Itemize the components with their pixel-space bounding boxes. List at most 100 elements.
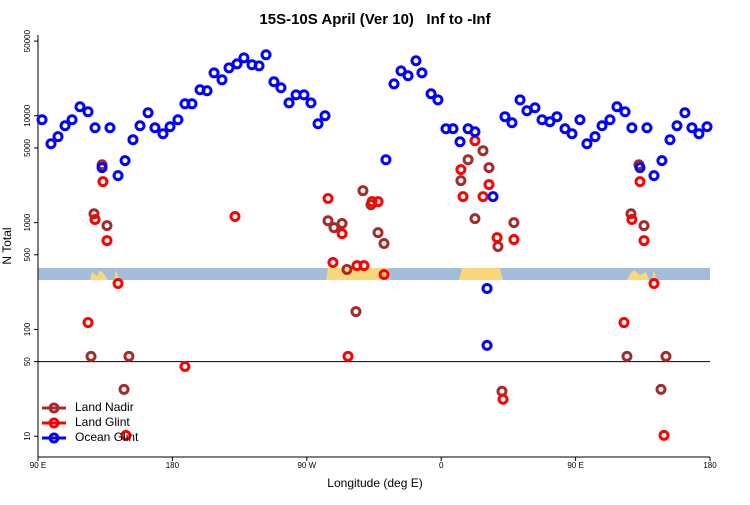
point — [679, 107, 691, 119]
point — [66, 114, 78, 126]
point — [120, 429, 132, 441]
point — [619, 106, 631, 118]
point — [469, 126, 481, 138]
point — [366, 196, 378, 208]
y-tick-label: 100 — [23, 322, 32, 336]
point — [305, 97, 317, 109]
legend-label: Land Glint — [75, 415, 130, 429]
point — [604, 114, 616, 126]
y-tick-label: 500 — [23, 248, 32, 262]
point — [506, 117, 518, 129]
point — [231, 58, 243, 70]
x-tick-label: 0 — [439, 461, 444, 470]
point — [551, 111, 563, 123]
point — [238, 52, 250, 64]
legend-swatch — [48, 402, 60, 414]
point — [481, 339, 493, 351]
point — [497, 393, 509, 405]
y-tick-label: 50000 — [23, 29, 32, 52]
y-axis-label: N Total — [0, 227, 14, 264]
point — [336, 218, 348, 230]
point — [134, 120, 146, 132]
point — [618, 317, 630, 329]
point — [529, 102, 541, 114]
point — [574, 114, 586, 126]
point — [641, 122, 653, 134]
point — [508, 217, 520, 229]
point — [164, 121, 176, 133]
point — [268, 76, 280, 88]
point — [89, 213, 101, 225]
legend-swatch — [48, 432, 60, 444]
point — [589, 131, 601, 143]
point — [312, 118, 324, 130]
point — [82, 106, 94, 118]
point — [327, 257, 339, 269]
point — [172, 114, 184, 126]
point — [388, 78, 400, 90]
point — [416, 67, 428, 79]
point — [36, 114, 48, 126]
point — [508, 234, 520, 246]
point — [104, 122, 116, 134]
point — [410, 55, 422, 67]
y-tick-label: 5000 — [23, 138, 32, 156]
point — [487, 191, 499, 203]
x-tick-label: 180 — [703, 461, 717, 470]
legend-swatch — [48, 417, 60, 429]
y-tick-label: 10000 — [23, 104, 32, 127]
legend-label: Land Nadir — [75, 400, 134, 414]
point — [596, 120, 608, 132]
y-tick-label: 10 — [23, 431, 32, 440]
point — [491, 232, 503, 244]
point — [626, 122, 638, 134]
point — [342, 350, 354, 362]
point — [59, 120, 71, 132]
point — [52, 131, 64, 143]
point — [216, 74, 228, 86]
point — [656, 155, 668, 167]
point — [341, 263, 353, 275]
land-strip — [38, 268, 710, 280]
point — [455, 164, 467, 176]
point — [559, 123, 571, 135]
point — [425, 88, 437, 100]
x-tick-label: 180 — [166, 461, 180, 470]
point — [638, 220, 650, 232]
point — [208, 67, 220, 79]
point — [372, 196, 384, 208]
point — [701, 121, 713, 133]
point — [378, 238, 390, 250]
point — [112, 170, 124, 182]
point — [223, 62, 235, 74]
chart-title: 15S-10S April (Ver 10) Inf to -Inf — [259, 11, 491, 28]
point — [462, 154, 474, 166]
point — [566, 128, 578, 140]
point — [101, 235, 113, 247]
point — [648, 278, 660, 290]
point — [455, 175, 467, 187]
point — [88, 208, 100, 220]
point — [655, 383, 667, 395]
point — [142, 107, 154, 119]
point — [85, 350, 97, 362]
point — [260, 49, 272, 61]
point — [581, 138, 593, 150]
point — [638, 235, 650, 247]
point — [253, 60, 265, 72]
point — [201, 85, 213, 97]
point — [477, 145, 489, 157]
point — [660, 350, 672, 362]
point — [372, 227, 384, 239]
x-tick-label: 90 W — [297, 461, 316, 470]
point — [45, 138, 57, 150]
point — [127, 134, 139, 146]
point — [477, 191, 489, 203]
land-patches — [90, 268, 657, 280]
point — [432, 94, 444, 106]
legend-label: Ocean Glint — [75, 430, 139, 444]
point — [469, 213, 481, 225]
point — [322, 215, 334, 227]
point — [671, 120, 683, 132]
